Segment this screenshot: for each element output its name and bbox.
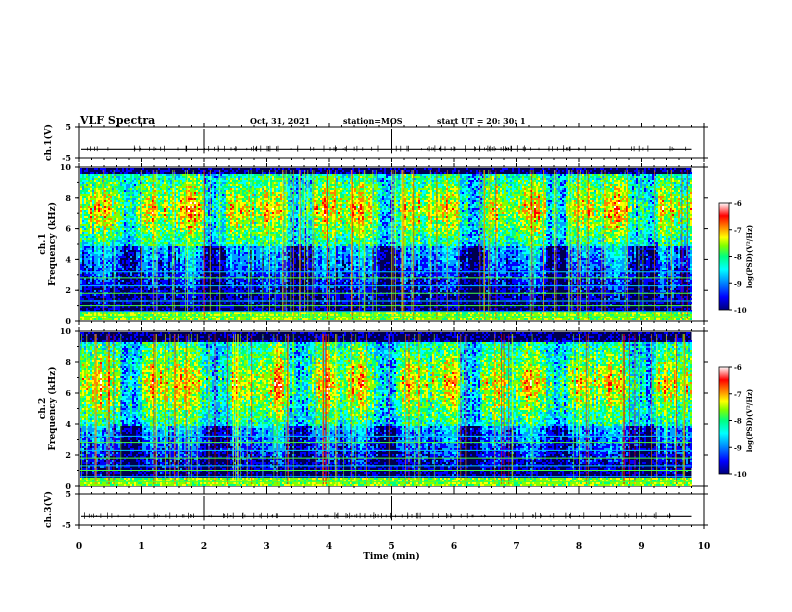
colorbar-tick-label: -10 bbox=[734, 306, 747, 315]
colorbar-tick-label: -8 bbox=[734, 253, 742, 262]
figure-title: VLF Spectra bbox=[80, 114, 155, 127]
y-tick-label: 2 bbox=[65, 285, 71, 295]
x-tick-label: 1 bbox=[138, 542, 144, 552]
x-tick-label: 2 bbox=[201, 542, 207, 552]
y-tick-label: 4 bbox=[65, 254, 71, 264]
panel-ch1-spectrogram: 0 2 4 6 8 10 ch.1 Frequency (kHz) -6 -7 -8 -9 -10 log… bbox=[38, 162, 754, 326]
y-tick-label: 2 bbox=[65, 450, 71, 460]
y-tick-label: 0 bbox=[65, 481, 71, 491]
y-axis-label-frequency: Frequency (kHz) bbox=[47, 202, 58, 286]
y-tick-label: 5 bbox=[65, 122, 71, 132]
date-label: Oct. 31, 2021 bbox=[250, 116, 310, 126]
y-axis-label: ch.1(V) bbox=[43, 124, 54, 161]
panel-ch1-waveform: 5 -5 ch.1(V) bbox=[43, 122, 708, 163]
station-label: station=MOS bbox=[343, 116, 403, 126]
x-tick-label: 4 bbox=[326, 542, 332, 552]
waveform-spikes bbox=[87, 145, 687, 152]
colorbar-tick-label: -9 bbox=[734, 443, 742, 452]
colorbar bbox=[718, 202, 730, 311]
start-time-label: start UT = 20: 30: 1 bbox=[437, 116, 526, 126]
colorbar-tick-label: -8 bbox=[734, 417, 742, 426]
y-axis-label: ch.3(V) bbox=[43, 491, 54, 528]
x-tick-label: 0 bbox=[76, 542, 82, 552]
y-tick-label: 6 bbox=[65, 224, 71, 234]
y-tick-label: 8 bbox=[65, 193, 71, 203]
colorbar-tick-label: -9 bbox=[734, 279, 742, 288]
y-tick-label: -5 bbox=[62, 153, 71, 163]
x-tick-label: 5 bbox=[388, 542, 394, 552]
colorbar bbox=[718, 366, 730, 475]
y-tick-label: 8 bbox=[65, 357, 71, 367]
x-tick-label: 8 bbox=[576, 542, 582, 552]
x-axis-label: Time (min) bbox=[363, 551, 420, 562]
panel-ch2-spectrogram: 0 2 4 6 8 10 ch.2 Frequency (kHz) -6 -7 -8 -9 -10 log… bbox=[38, 326, 754, 491]
y-tick-label: -5 bbox=[62, 520, 71, 530]
y-tick-label: 6 bbox=[65, 388, 71, 398]
y-tick-label: 10 bbox=[60, 326, 72, 336]
x-tick-label: 6 bbox=[451, 542, 457, 552]
y-axis-label-channel: ch.2 bbox=[38, 398, 48, 419]
colorbar-tick-label: -7 bbox=[734, 226, 742, 235]
colorbar-label: log(PSD)(V²/Hz) bbox=[745, 225, 754, 289]
y-axis-label-channel: ch.1 bbox=[38, 233, 48, 254]
y-tick-label: 5 bbox=[65, 489, 71, 499]
colorbar-label: log(PSD)(V²/Hz) bbox=[745, 389, 754, 453]
y-axis-label-frequency: Frequency (kHz) bbox=[47, 366, 58, 450]
x-tick-label: 10 bbox=[698, 542, 711, 552]
x-tick-label: 9 bbox=[638, 542, 644, 552]
panel-ch3-waveform: 5 -5 ch.3(V) bbox=[43, 489, 708, 530]
colorbar-tick-label: -6 bbox=[734, 199, 742, 208]
y-tick-label: 0 bbox=[65, 316, 71, 326]
colorbar-tick-label: -10 bbox=[734, 470, 747, 479]
colorbar-tick-label: -6 bbox=[734, 363, 742, 372]
x-tick-label: 7 bbox=[513, 542, 519, 552]
colorbar-tick-label: -7 bbox=[734, 390, 742, 399]
y-tick-label: 4 bbox=[65, 419, 71, 429]
waveform-spikes bbox=[84, 512, 671, 519]
y-tick-label: 10 bbox=[60, 162, 72, 172]
x-tick-label: 3 bbox=[263, 542, 269, 552]
